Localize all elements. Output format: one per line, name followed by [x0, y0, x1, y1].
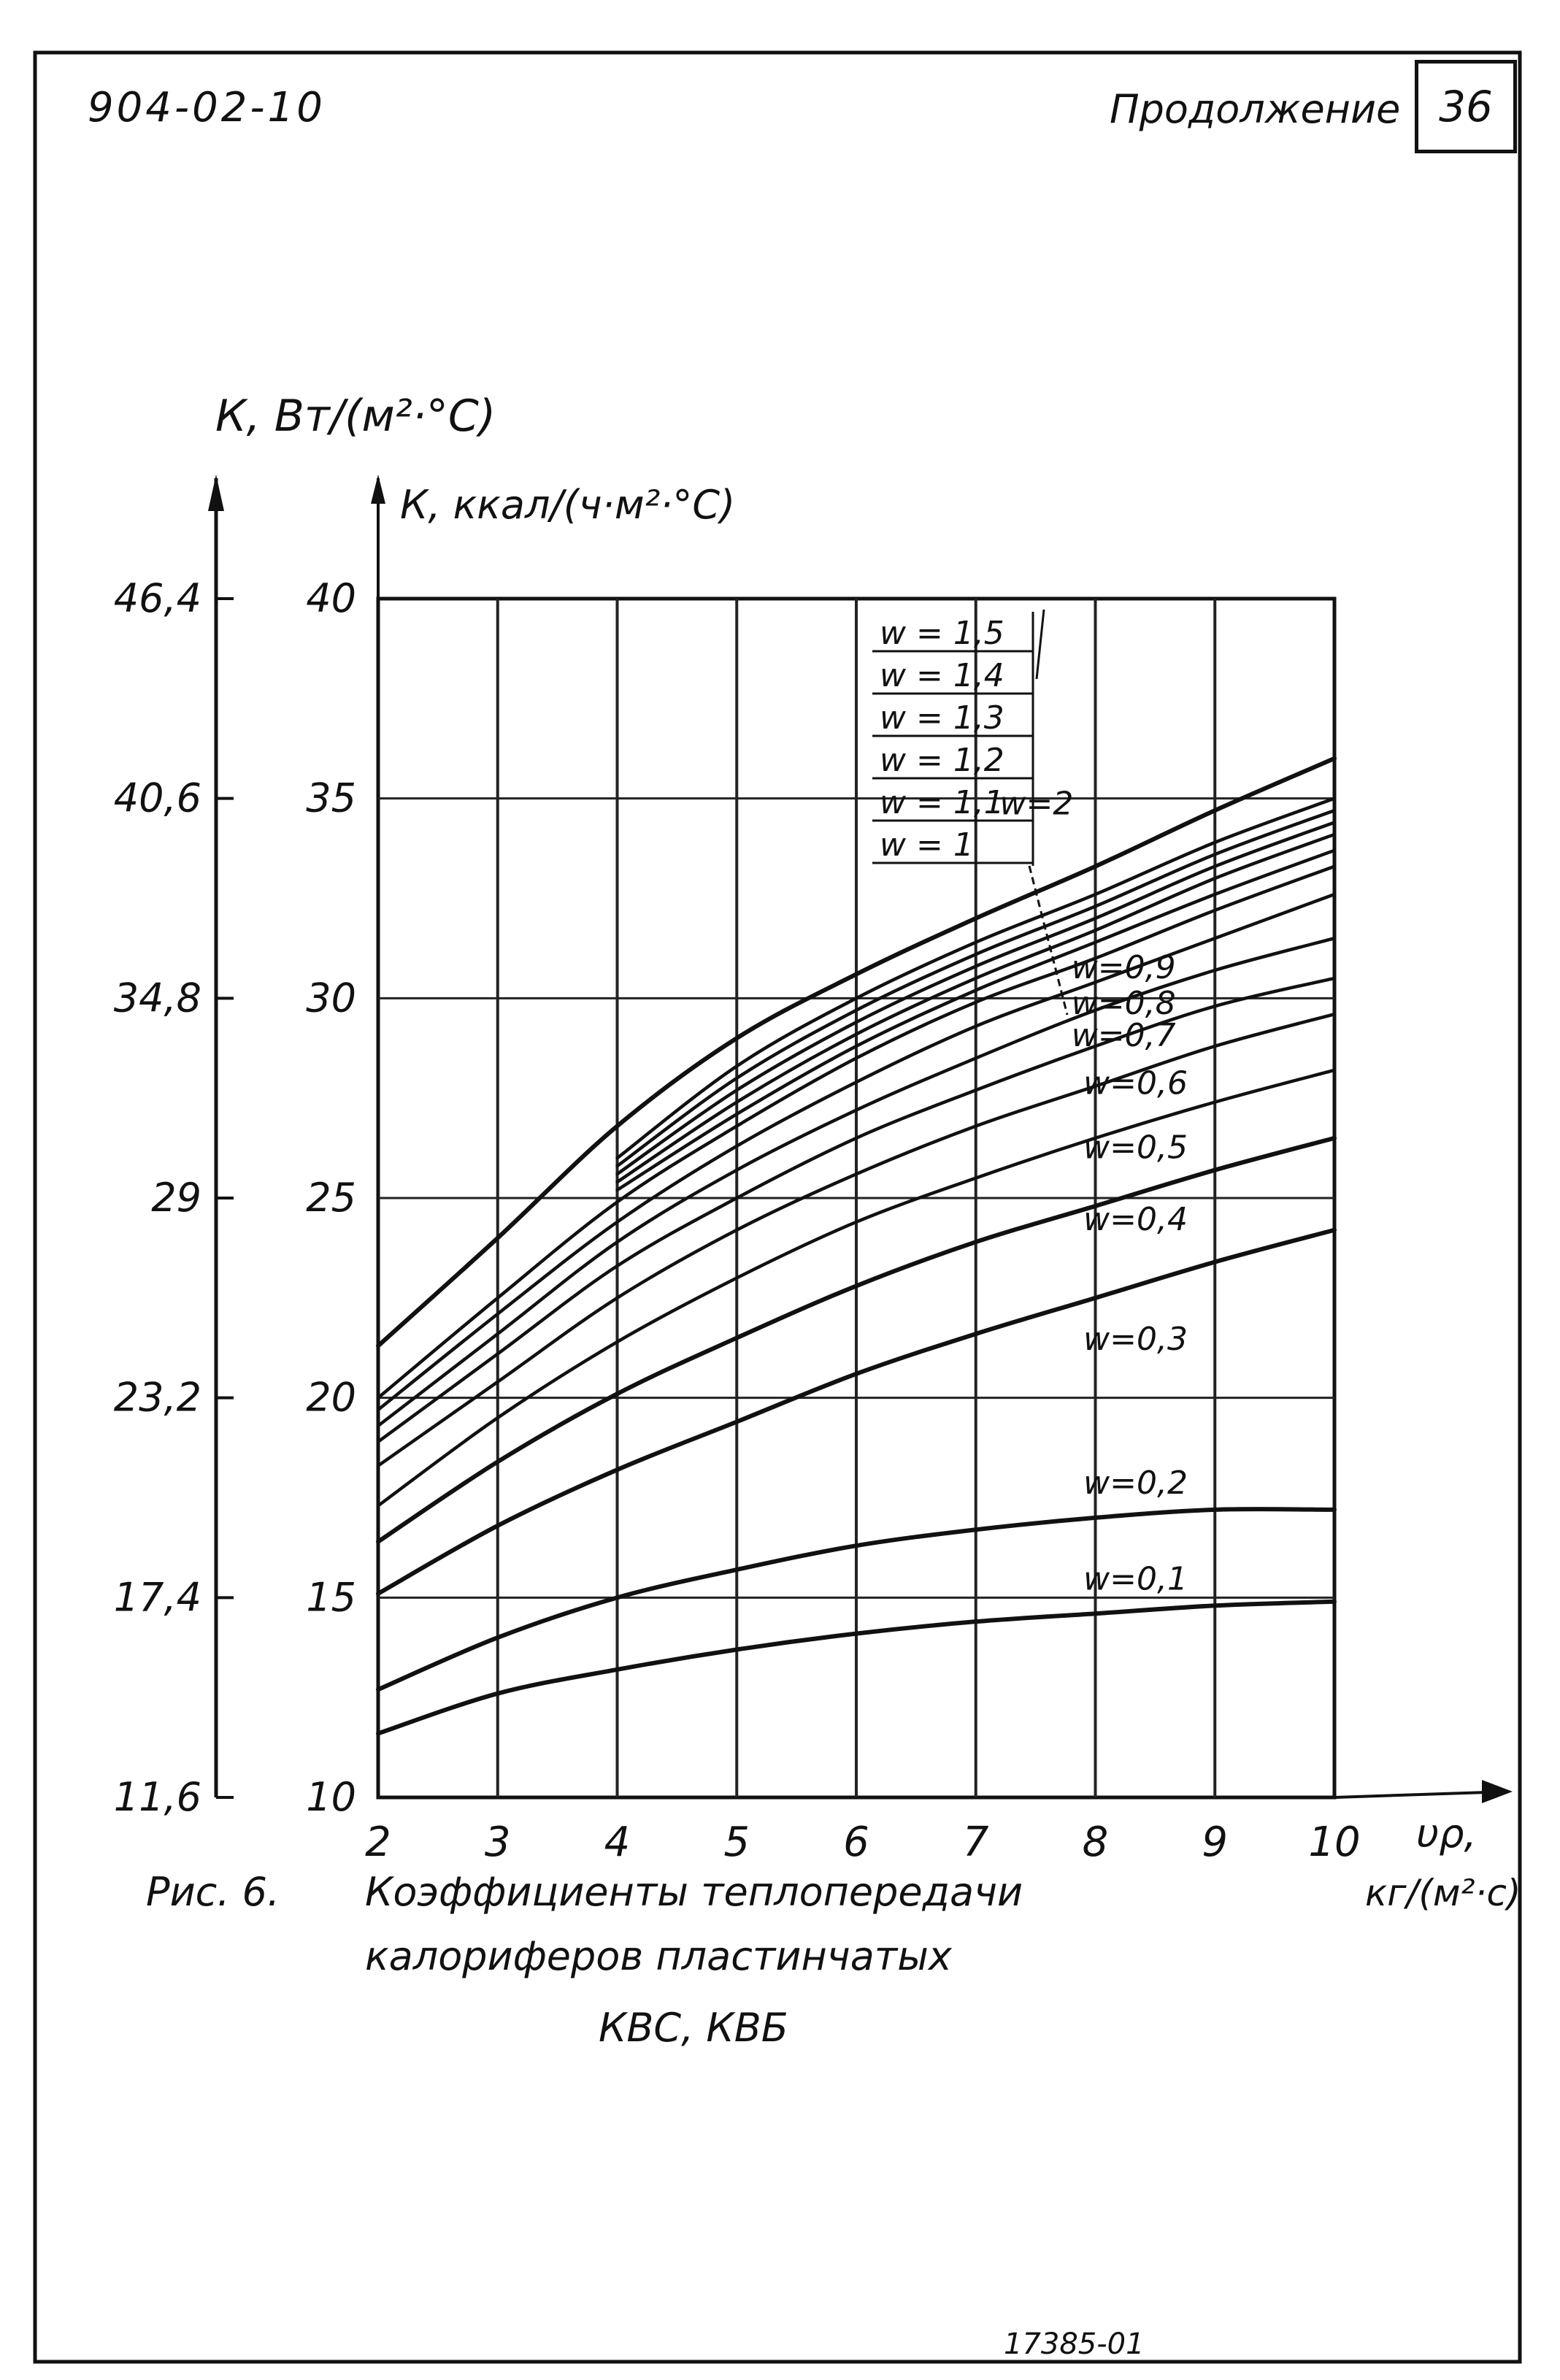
curve-label: w=0,1: [1083, 1560, 1188, 1597]
page-number-box: 36: [1415, 60, 1517, 153]
series-line-w-0-1: [376, 1599, 1337, 1736]
x-tick-label: 5: [723, 1819, 750, 1866]
curve-label: w=0,8: [1072, 985, 1176, 1022]
legend-leader-line: [1028, 865, 1069, 1016]
y-tick-label: 30: [306, 975, 356, 1021]
series-line-w-2: [376, 756, 1337, 1348]
series-line-w-0-6: [376, 1012, 1337, 1467]
y-axis-title: К, ккал/(ч·м²·°С): [400, 482, 735, 528]
x-tick-label: 8: [1083, 1819, 1109, 1866]
x-tick-label: 9: [1202, 1819, 1228, 1866]
series-line-w-0-9: [376, 892, 1337, 1412]
series-line-w-0-8: [376, 936, 1337, 1428]
secondary-y-tick-label: 34,8: [114, 975, 201, 1021]
legend-entry: w = 1: [880, 826, 974, 864]
curve-label: w=0,2: [1083, 1465, 1188, 1502]
series-line-w-1-4: [615, 808, 1337, 1168]
page-number: 36: [1439, 82, 1493, 131]
x-tick-label: 4: [604, 1819, 631, 1866]
series-line-w-1-2: [615, 832, 1337, 1184]
y-tick-label: 25: [306, 1175, 356, 1221]
secondary-y-tick-label: 40,6: [114, 775, 201, 821]
series-line-w-1-3: [615, 821, 1337, 1176]
series-line-w-1-1: [615, 848, 1337, 1192]
continuation-label: Продолжение: [1110, 86, 1401, 132]
x-axis-unit: кг/(м²·с): [1365, 1872, 1521, 1914]
curve-label: w=0,5: [1083, 1129, 1188, 1166]
curve-label: w=0,7: [1072, 1017, 1176, 1054]
legend-entry: w = 1,5: [880, 615, 1004, 652]
caption-line-3: КВС, КВБ: [599, 2005, 788, 2051]
legend-box: w = 1,5 w = 1,4 w = 1,3 w = 1,2 w = 1,1 w = 1: [872, 609, 1069, 1016]
secondary-y-tick-label: 29: [151, 1175, 201, 1221]
archive-stamp: 17385-01: [1004, 2327, 1145, 2361]
x-axis-arrow: [1482, 1780, 1513, 1803]
secondary-y-tick-label: 46,4: [114, 575, 201, 621]
x-tick-label: 7: [963, 1819, 989, 1866]
curve-label: w=0,3: [1083, 1321, 1188, 1358]
legend-entry: w = 1,2: [880, 742, 1004, 779]
y-tick-label: 35: [306, 775, 356, 821]
y-tick-label: 20: [306, 1375, 356, 1421]
grid: [376, 596, 1337, 1800]
secondary-y-tick-label: 23,2: [114, 1375, 201, 1421]
curve-label: w=2: [1000, 786, 1074, 823]
caption-line-1: Коэффициенты теплопередачи: [365, 1869, 1023, 1915]
x-axis-title: υρ,: [1416, 1811, 1477, 1857]
x-tick-label: 6: [843, 1819, 869, 1866]
curve-label: w=0,6: [1083, 1065, 1188, 1102]
series-line-w-1: [376, 864, 1337, 1400]
secondary-y-tick-label: 17,4: [114, 1574, 201, 1620]
series-line-w-0-7: [376, 976, 1337, 1444]
legend-entry: w = 1,3: [880, 699, 1004, 737]
y-tick-label: 15: [306, 1574, 356, 1620]
labels: 2 3 4 5 6 7 8 9 10 10 15 20 25 30 35 40 11,6 17,4 23,2 29 34…: [114, 391, 1521, 1914]
legend-entry: w = 1,4: [880, 657, 1004, 694]
y-tick-label: 10: [306, 1774, 356, 1820]
series-line-w-0-2: [376, 1507, 1337, 1692]
x-tick-label: 10: [1308, 1819, 1360, 1866]
legend-entry: w = 1,1: [880, 784, 1004, 821]
curve-label: w=0,4: [1083, 1201, 1188, 1238]
x-tick-label: 3: [485, 1819, 511, 1866]
x-tick-label: 2: [365, 1819, 391, 1866]
secondary-y-axis-arrow: [208, 475, 224, 511]
series-line-w-0-4: [376, 1135, 1337, 1544]
series-line-w-0-5: [376, 1068, 1337, 1508]
legend-tick: [1035, 609, 1045, 680]
curve-label: w=0,9: [1072, 949, 1176, 986]
caption-line-2: калориферов пластинчатых: [365, 1933, 952, 1979]
secondary-y-axis-title: К, Вт/(м²·°С): [215, 391, 496, 442]
series-line-w-1-5: [615, 796, 1337, 1160]
secondary-y-tick-label: 11,6: [114, 1774, 201, 1820]
series-lines: [376, 756, 1337, 1736]
y-axis-arrow: [371, 475, 385, 504]
series-line-w-0-3: [376, 1227, 1337, 1596]
figure-label: Рис. 6.: [146, 1869, 280, 1915]
axes: [208, 475, 1513, 1803]
x-axis-extension: [1334, 1790, 1508, 1799]
document-code: 904-02-10: [88, 84, 326, 131]
y-tick-label: 40: [306, 575, 356, 621]
